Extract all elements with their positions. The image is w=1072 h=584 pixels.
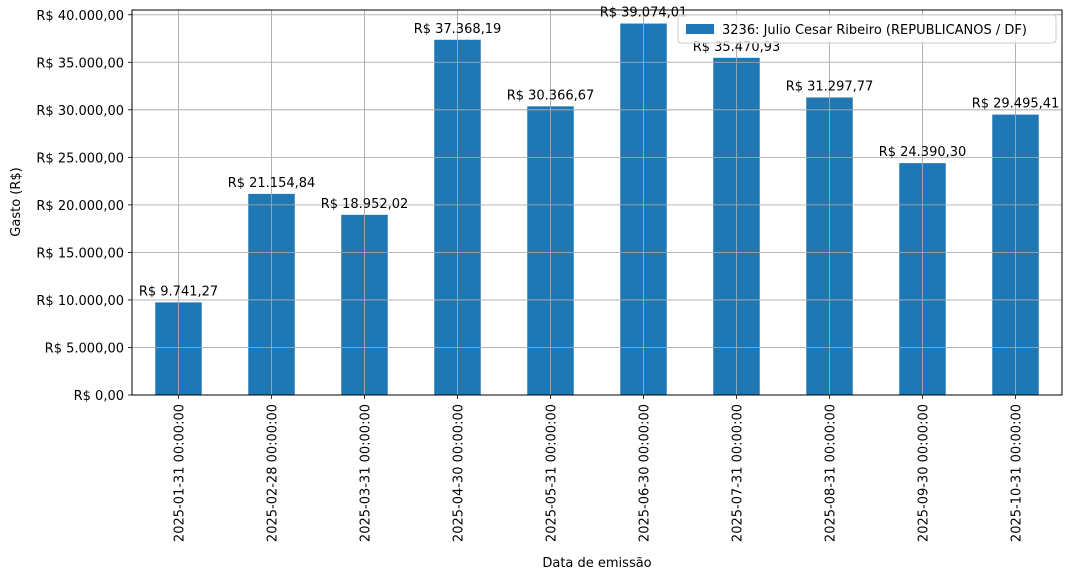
x-tick-label: 2025-06-30 00:00:00 <box>638 404 653 542</box>
bars <box>132 10 1062 396</box>
bar-value-label: R$ 31.297,77 <box>786 79 874 94</box>
bar-value-label: R$ 29.495,41 <box>972 97 1060 112</box>
x-tick-label: 2025-05-31 00:00:00 <box>545 404 560 542</box>
x-tick-label: 2025-02-28 00:00:00 <box>266 404 281 542</box>
y-axis: R$ 0,00 R$ 5.000,00 R$ 10.000,00 R$ 15.000,… <box>36 9 132 404</box>
y-tick-label: R$ 30.000,00 <box>36 104 124 119</box>
bar-value-label: R$ 9.741,27 <box>139 284 218 299</box>
x-axis: 2025-01-31 00:00:00 2025-02-28 00:00:00 20… <box>173 395 1025 542</box>
legend-label: 3236: Julio Cesar Ribeiro (REPUBLICANOS … <box>722 23 1027 38</box>
y-tick-label: R$ 5.000,00 <box>45 341 124 356</box>
legend: 3236: Julio Cesar Ribeiro (REPUBLICANOS … <box>677 14 1057 44</box>
x-axis-label: Data de emissão <box>542 556 651 571</box>
x-tick-label: 2025-09-30 00:00:00 <box>917 404 932 542</box>
y-tick-label: R$ 25.000,00 <box>36 151 124 166</box>
legend-swatch <box>686 24 714 34</box>
y-tick-label: R$ 10.000,00 <box>36 294 124 309</box>
y-tick-label: R$ 15.000,00 <box>36 246 124 261</box>
legend-box <box>677 14 1057 44</box>
x-tick-label: 2025-04-30 00:00:00 <box>452 404 467 542</box>
y-tick-label: R$ 35.000,00 <box>36 56 124 71</box>
bar-value-label: R$ 30.366,67 <box>507 88 595 103</box>
bar-value-label: R$ 24.390,30 <box>879 145 967 160</box>
bar-value-label: R$ 21.154,84 <box>228 176 316 191</box>
x-tick-label: 2025-07-31 00:00:00 <box>731 404 746 542</box>
plot-frame <box>131 9 1063 396</box>
x-tick-label: 2025-01-31 00:00:00 <box>173 404 188 542</box>
x-tick-label: 2025-08-31 00:00:00 <box>824 404 839 542</box>
bar-value-label: R$ 18.952,02 <box>321 197 409 212</box>
y-tick-label: R$ 0,00 <box>74 389 124 404</box>
plot-border <box>131 9 1063 396</box>
y-tick-label: R$ 40.000,00 <box>36 9 124 24</box>
x-tick-label: 2025-03-31 00:00:00 <box>359 404 374 542</box>
bar-value-label: R$ 35.470,93 <box>693 40 781 55</box>
data-labels: R$ 9.741,27 R$ 21.154,84 R$ 18.952,02 R$ 37… <box>139 6 1059 300</box>
y-tick-label: R$ 20.000,00 <box>36 199 124 214</box>
bar-value-label: R$ 37.368,19 <box>414 22 502 37</box>
bar-value-label: R$ 39.074,01 <box>600 6 688 21</box>
y-axis-label: Gasto (R$) <box>9 167 24 236</box>
x-tick-label: 2025-10-31 00:00:00 <box>1010 404 1025 542</box>
